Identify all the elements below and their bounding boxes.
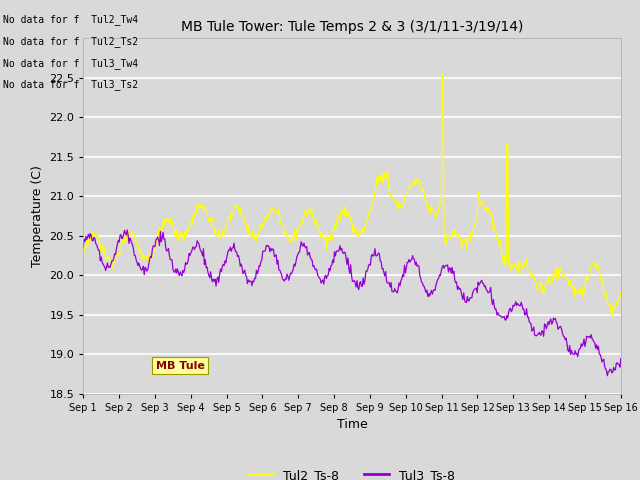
- Tul3_Ts-8: [397, 278, 404, 284]
- Tul3_Ts-8: [439, 263, 447, 268]
- Title: MB Tule Tower: Tule Temps 2 & 3 (3/1/11-3/19/14): MB Tule Tower: Tule Temps 2 & 3 (3/1/11-…: [181, 21, 523, 35]
- Tul2_Ts-8: [608, 315, 616, 321]
- Tul2_Ts-8: [396, 204, 404, 210]
- Text: No data for f  Tul3_Ts2: No data for f Tul3_Ts2: [3, 79, 138, 90]
- Line: Tul2_Ts-8: Tul2_Ts-8: [83, 74, 621, 318]
- Tul3_Ts-8: [485, 289, 493, 295]
- Tul3_Ts-8: [124, 227, 131, 233]
- Tul2_Ts-8: [438, 71, 446, 77]
- Tul3_Ts-8: [218, 264, 226, 269]
- Line: Tul3_Ts-8: Tul3_Ts-8: [83, 230, 621, 376]
- Tul2_Ts-8: [218, 232, 225, 238]
- Text: No data for f  Tul3_Tw4: No data for f Tul3_Tw4: [3, 58, 138, 69]
- Text: No data for f  Tul2_Ts2: No data for f Tul2_Ts2: [3, 36, 138, 47]
- Tul3_Ts-8: [175, 273, 183, 278]
- Legend: Tul2_Ts-8, Tul3_Ts-8: Tul2_Ts-8, Tul3_Ts-8: [243, 464, 461, 480]
- Tul2_Ts-8: [439, 71, 447, 77]
- Tul3_Ts-8: [604, 373, 611, 379]
- Y-axis label: Temperature (C): Temperature (C): [31, 165, 44, 267]
- Tul3_Ts-8: [323, 273, 331, 278]
- Tul3_Ts-8: [617, 356, 625, 361]
- Tul2_Ts-8: [617, 289, 625, 295]
- Tul2_Ts-8: [323, 246, 330, 252]
- Tul2_Ts-8: [79, 247, 87, 253]
- Tul3_Ts-8: [79, 245, 87, 251]
- Text: MB Tule: MB Tule: [156, 361, 205, 371]
- X-axis label: Time: Time: [337, 418, 367, 431]
- Tul2_Ts-8: [175, 235, 182, 241]
- Text: No data for f  Tul2_Tw4: No data for f Tul2_Tw4: [3, 14, 138, 25]
- Tul2_Ts-8: [485, 207, 493, 213]
